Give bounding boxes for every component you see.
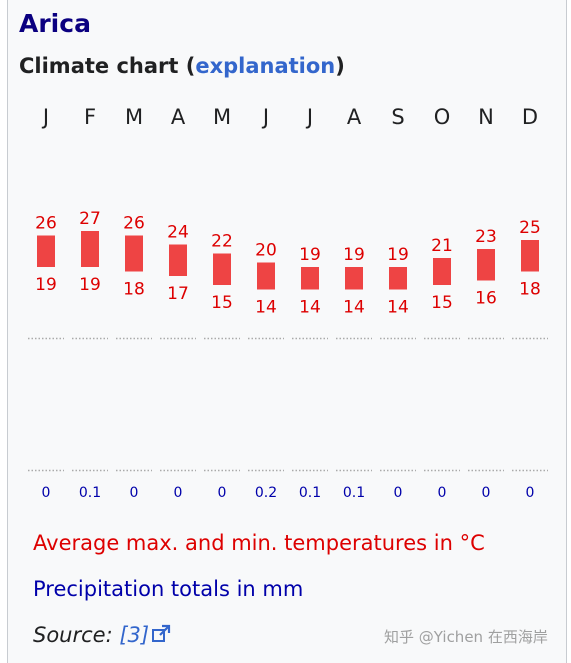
min-temp-label: 14: [387, 298, 409, 318]
max-temp-label: 23: [475, 227, 497, 247]
min-temp-label: 18: [519, 280, 541, 300]
precipitation-label: 0: [482, 485, 491, 501]
month-label: S: [391, 105, 404, 129]
precipitation-label: 0.2: [255, 485, 277, 501]
temperature-bar: [477, 249, 495, 281]
watermark: 知乎 @Yichen 在西海岸: [384, 628, 548, 646]
precipitation-label: 0: [174, 485, 183, 501]
temperature-bar: [213, 253, 231, 285]
explanation-link[interactable]: explanation: [195, 54, 336, 78]
source-line: Source: [3]: [33, 620, 171, 652]
max-temp-label: 26: [123, 214, 145, 234]
temperature-bar: [37, 235, 55, 267]
min-temp-label: 15: [211, 293, 233, 313]
min-temp-label: 14: [255, 298, 277, 318]
temperature-bar: [169, 244, 187, 276]
external-link-icon[interactable]: [151, 622, 171, 652]
min-temp-label: 14: [299, 298, 321, 318]
month-label: A: [171, 105, 186, 129]
min-temp-label: 15: [431, 293, 453, 313]
city-title: Arica: [19, 9, 91, 38]
temperature-bar: [389, 267, 407, 290]
month-label: N: [478, 105, 494, 129]
temperature-bar: [257, 262, 275, 290]
max-temp-label: 20: [255, 241, 277, 261]
month-label: J: [305, 105, 313, 129]
precipitation-legend: Precipitation totals in mm: [33, 577, 304, 601]
min-temp-label: 19: [35, 275, 57, 295]
precipitation-label: 0.1: [299, 485, 321, 501]
source-label: Source:: [33, 623, 113, 647]
precipitation-label: 0: [438, 485, 447, 501]
max-temp-label: 25: [519, 218, 541, 238]
month-label: M: [213, 105, 231, 129]
precipitation-label: 0: [42, 485, 51, 501]
month-label: J: [261, 105, 269, 129]
month-label: F: [84, 105, 96, 129]
precipitation-label: 0: [526, 485, 535, 501]
chart-subtitle: Climate chart (explanation): [19, 51, 345, 81]
subtitle-prefix: Climate chart (: [19, 54, 196, 78]
max-temp-label: 22: [211, 232, 233, 252]
min-temp-label: 18: [123, 280, 145, 300]
temperature-bar: [521, 240, 539, 272]
temperature-bar: [301, 267, 319, 290]
min-temp-label: 16: [475, 289, 497, 309]
max-temp-label: 19: [387, 245, 409, 265]
temperature-bar: [345, 267, 363, 290]
temperature-legend: Average max. and min. temperatures in °C: [33, 531, 485, 555]
precipitation-label: 0.1: [79, 485, 101, 501]
min-temp-label: 19: [79, 275, 101, 295]
month-label: A: [347, 105, 362, 129]
month-label: M: [125, 105, 143, 129]
temperature-bar: [433, 258, 451, 285]
max-temp-label: 24: [167, 223, 189, 243]
climate-chart: J 26 19 0 F 27 19 0.1 M 26 18 0 A 24 17 0 M 22 15 0 J 20 14 0.2…: [28, 105, 548, 501]
month-label: O: [434, 105, 451, 129]
precipitation-label: 0: [394, 485, 403, 501]
max-temp-label: 27: [79, 209, 101, 229]
precipitation-label: 0: [218, 485, 227, 501]
max-temp-label: 26: [35, 214, 57, 234]
precipitation-label: 0.1: [343, 485, 365, 501]
max-temp-label: 21: [431, 236, 453, 256]
precipitation-label: 0: [130, 485, 139, 501]
climate-chart-box: [7, 0, 567, 663]
max-temp-label: 19: [299, 245, 321, 265]
min-temp-label: 14: [343, 298, 365, 318]
month-label: D: [522, 105, 538, 129]
min-temp-label: 17: [167, 284, 189, 304]
max-temp-label: 19: [343, 245, 365, 265]
source-reference-link[interactable]: [3]: [119, 623, 150, 647]
month-label: J: [41, 105, 49, 129]
temperature-bar: [125, 235, 143, 272]
subtitle-suffix: ): [335, 54, 345, 78]
temperature-bar: [81, 231, 99, 267]
